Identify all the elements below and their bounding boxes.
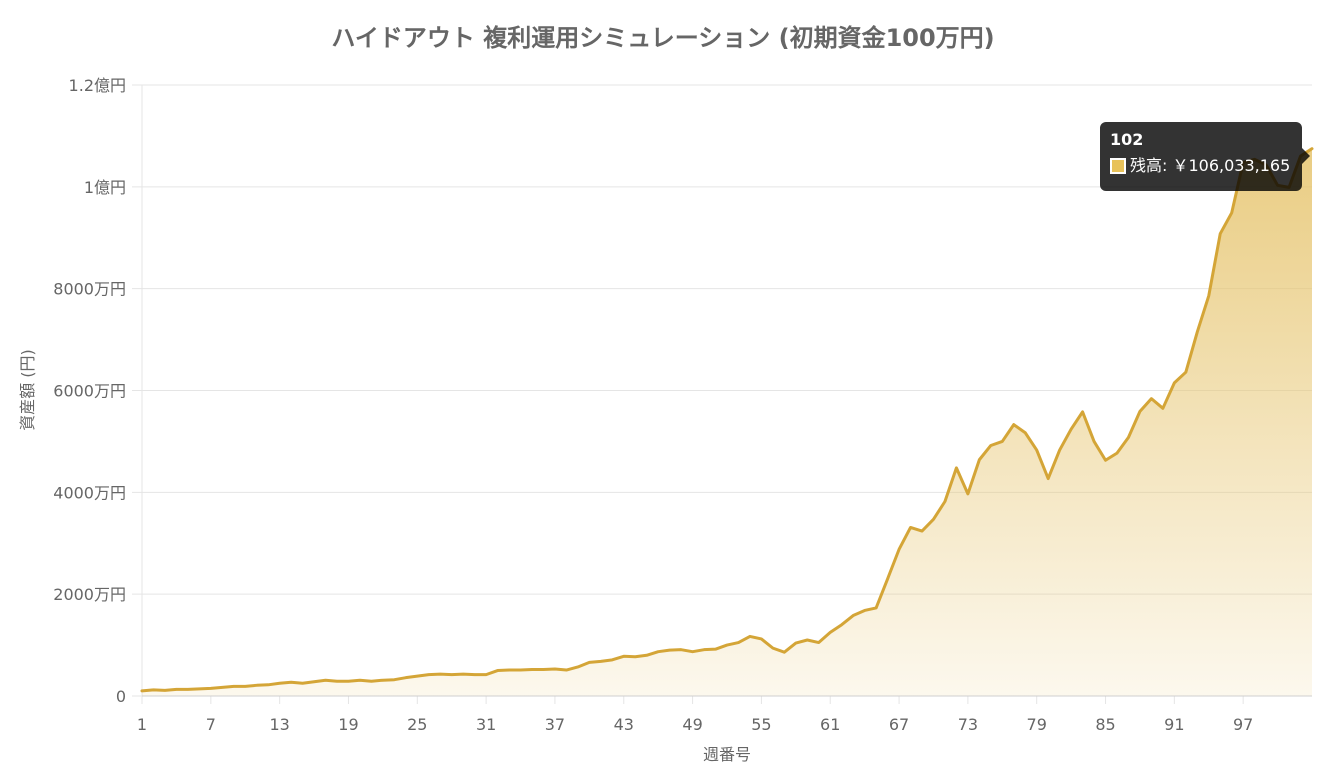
x-tick-label: 19 bbox=[338, 715, 358, 734]
y-tick-label: 2000万円 bbox=[53, 585, 126, 604]
x-tick-label: 43 bbox=[614, 715, 634, 734]
x-tick-label: 7 bbox=[206, 715, 216, 734]
tooltip-label: 残高: ￥106,033,165 bbox=[1130, 156, 1291, 175]
x-tick-label: 55 bbox=[751, 715, 771, 734]
tooltip-row: 残高: ￥106,033,165 bbox=[1110, 156, 1292, 176]
x-tick-label: 85 bbox=[1095, 715, 1115, 734]
x-axis-ticks: 1 7 13 19 25 31 37 43 49 55 61 67 73 79 85 91 97 bbox=[137, 696, 1253, 734]
x-axis-title: 週番号 bbox=[703, 745, 751, 764]
y-tick-label: 1億円 bbox=[84, 178, 126, 197]
data-point-tooltip: 102 残高: ￥106,033,165 bbox=[1100, 122, 1310, 191]
x-tick-label: 1 bbox=[137, 715, 147, 734]
y-tick-label: 4000万円 bbox=[53, 483, 126, 502]
y-tick-label: 1.2億円 bbox=[69, 76, 126, 95]
x-tick-label: 67 bbox=[889, 715, 909, 734]
x-tick-label: 31 bbox=[476, 715, 496, 734]
x-tick-label: 25 bbox=[407, 715, 427, 734]
grid bbox=[132, 84, 1312, 697]
x-tick-label: 37 bbox=[545, 715, 565, 734]
y-axis-ticks: 0 2000万円 4000万円 6000万円 8000万円 1億円 1.2億円 bbox=[53, 76, 126, 706]
x-tick-label: 97 bbox=[1233, 715, 1253, 734]
chart-title: ハイドアウト 複利運用シミュレーション (初期資金100万円) bbox=[331, 24, 994, 52]
tooltip-color-swatch bbox=[1110, 158, 1126, 174]
tooltip-caret bbox=[1302, 148, 1310, 164]
tooltip-title: 102 bbox=[1110, 130, 1144, 149]
y-axis-title: 資産額 (円) bbox=[18, 349, 37, 431]
x-tick-label: 49 bbox=[682, 715, 702, 734]
x-tick-label: 61 bbox=[820, 715, 840, 734]
y-tick-label: 8000万円 bbox=[53, 280, 126, 299]
balance-series-line[interactable] bbox=[140, 147, 1314, 693]
y-tick-label: 6000万円 bbox=[53, 382, 126, 401]
y-tick-label: 0 bbox=[116, 687, 126, 706]
x-tick-label: 73 bbox=[958, 715, 978, 734]
balance-area-fill bbox=[142, 148, 1312, 696]
x-tick-label: 91 bbox=[1164, 715, 1184, 734]
x-tick-label: 13 bbox=[269, 715, 289, 734]
x-tick-label: 79 bbox=[1027, 715, 1047, 734]
